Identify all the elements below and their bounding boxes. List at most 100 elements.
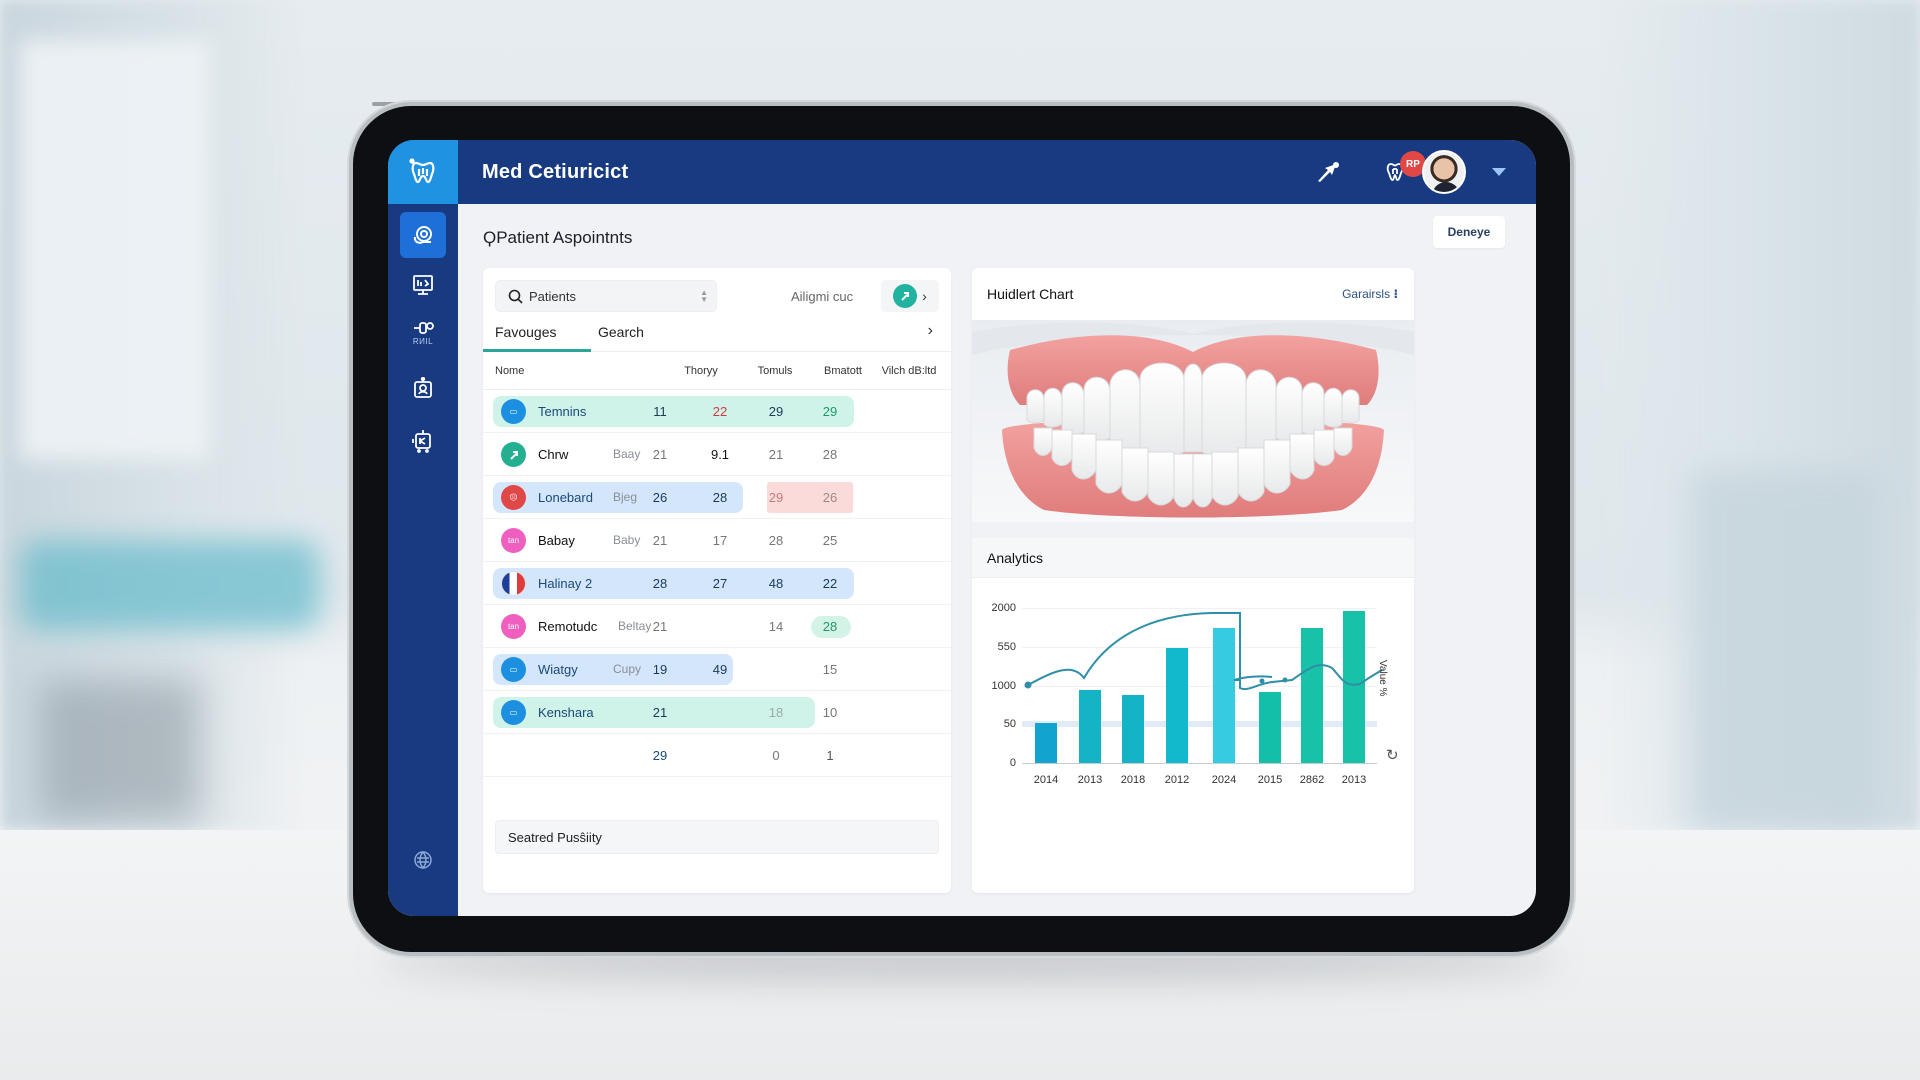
patient-name: Chrw — [538, 447, 569, 462]
bar[interactable] — [1122, 694, 1144, 763]
table-row[interactable]: ▭ Kenshara 21 18 10 — [483, 691, 951, 734]
patient-avatar-icon: ▭ — [501, 399, 526, 424]
chart-panel-header: Huidlert Chart Garairsls ⁝ — [972, 268, 1414, 320]
x-tick-label: 2024 — [1211, 774, 1237, 786]
sidebar-item-tools[interactable]: RИІL — [400, 304, 446, 360]
chevron-down-icon[interactable] — [1492, 168, 1506, 176]
cell-value: 19 — [652, 662, 668, 677]
cell-value: 29 — [652, 748, 668, 763]
patient-name: Remotudc — [538, 619, 598, 634]
patient-name: Babay — [538, 533, 575, 548]
table-row[interactable]: ▭ Wiatgy Cupy 19 49 15 — [483, 648, 951, 691]
cell-value: 26 — [822, 490, 838, 505]
seatred-input[interactable]: Seatred Pusŝiity — [495, 820, 939, 854]
tablet-volume-button — [372, 102, 412, 106]
cell-value: 29 — [822, 404, 838, 419]
patient-subtext: Bjeg — [613, 490, 638, 504]
background-window — [20, 40, 210, 460]
column-header-tomuls[interactable]: Tomuls — [757, 365, 793, 377]
sidebar: RИІL — [388, 204, 458, 916]
cell-value: 21 — [652, 533, 668, 548]
row-highlight — [493, 568, 854, 599]
tab-favouges[interactable]: Favouges — [495, 324, 557, 340]
cell-value: 27 — [712, 576, 728, 591]
cell-value: 22 — [712, 404, 728, 419]
y-tick-label: 2000 — [991, 602, 1016, 614]
x-tick-label: 2862 — [1299, 774, 1325, 786]
tooth-icon[interactable] — [1386, 162, 1404, 182]
appointment-icon — [411, 223, 435, 247]
patient-subtext: Baby — [613, 533, 641, 547]
table-row[interactable]: ☹ Lonebard Bjeg 26 28 29 26 — [483, 476, 951, 519]
background-teal-object — [20, 540, 320, 630]
y-tick-label: 50 — [1003, 718, 1016, 730]
sidebar-item-monitor[interactable] — [400, 262, 446, 308]
panel-divider — [972, 522, 1414, 538]
patient-avatar-icon: ☹ — [501, 485, 526, 510]
notification-badge[interactable]: RP — [1400, 151, 1426, 177]
patient-avatar-icon: tan — [501, 528, 526, 553]
page-title: ϘPatient Aspointnts — [483, 228, 633, 247]
x-axis — [1022, 763, 1377, 764]
patient-subtext: Cupy — [613, 662, 642, 676]
bar[interactable] — [1035, 722, 1057, 763]
table-row[interactable]: Chrw Baay 21 9.1 21 28 — [483, 433, 951, 476]
flag-icon — [501, 571, 526, 596]
cell-value: 15 — [822, 662, 838, 677]
refresh-icon[interactable]: ↻ — [1386, 747, 1399, 764]
sidebar-item-patients[interactable] — [400, 366, 446, 412]
bar[interactable] — [1343, 611, 1365, 763]
app-title: Med Cetiuricict — [482, 160, 629, 183]
cell-value: 48 — [768, 576, 784, 591]
patients-search-input[interactable]: Patients ▲ ▼ — [495, 280, 717, 312]
globe-icon[interactable] — [413, 850, 433, 870]
x-tick-label: 2018 — [1120, 774, 1146, 786]
column-header-bmatott[interactable]: Bmatott — [824, 365, 862, 377]
table-row[interactable]: tan Babay Baby 21 17 28 25 — [483, 519, 951, 562]
dental-tool-icon — [412, 319, 434, 335]
sidebar-item-appointments[interactable] — [400, 212, 446, 258]
bar[interactable] — [1166, 648, 1188, 763]
cell-value: 21 — [652, 619, 668, 634]
app-header: Med Cetiuricict RP — [388, 140, 1536, 204]
x-tick-label: 2015 — [1257, 774, 1283, 786]
table-row-totals: 29 0 1 — [483, 734, 951, 777]
cell-value: 28 — [652, 576, 668, 591]
bar[interactable] — [1259, 691, 1281, 763]
avatar[interactable] — [1422, 150, 1466, 194]
cell-value: 49 — [712, 662, 728, 677]
column-header-thoryy[interactable]: Thoryy — [684, 365, 718, 377]
column-header-name[interactable]: Nome — [495, 365, 525, 377]
cell-value: 28 — [768, 533, 784, 548]
background-right-object — [1690, 470, 1880, 830]
cell-value: 29 — [768, 490, 784, 505]
patient-subtext: Baay — [613, 447, 641, 461]
logo[interactable] — [388, 140, 458, 204]
x-tick-label: 2013 — [1077, 774, 1103, 786]
deneye-button[interactable]: Deneye — [1433, 216, 1505, 248]
patient-name: Temnins — [538, 404, 587, 419]
background-chair — [40, 680, 200, 820]
bar[interactable] — [1301, 628, 1323, 763]
send-icon[interactable] — [1316, 161, 1340, 183]
column-header-vilch[interactable]: Vilch dB:ltd — [881, 365, 937, 377]
table-row[interactable]: Halinay 2 28 27 48 22 — [483, 562, 951, 605]
arrow-icon — [893, 284, 918, 308]
bar[interactable] — [1079, 690, 1101, 763]
cell-value: 22 — [822, 576, 838, 591]
go-button[interactable]: › — [881, 280, 939, 312]
table-row[interactable]: tan Remotudc Beltay 21 14 28 — [483, 605, 951, 648]
app-screen: Med Cetiuricict RP — [388, 140, 1536, 916]
chevron-right-icon[interactable]: › — [927, 322, 933, 339]
patient-name: Halinay 2 — [538, 576, 593, 591]
tab-gearch[interactable]: Gearch — [598, 324, 644, 340]
cell-value: 26 — [652, 490, 668, 505]
select-stepper-icon[interactable]: ▲ ▼ — [700, 288, 708, 304]
sidebar-item-reports[interactable] — [400, 418, 446, 464]
bar[interactable] — [1213, 628, 1235, 763]
cell-value: 9.1 — [710, 447, 730, 462]
sidebar-item-label: RИІL — [412, 336, 434, 346]
patient-subtext: Beltay — [618, 619, 652, 633]
table-row[interactable]: ▭ Temnins 11 22 29 29 — [483, 390, 951, 433]
garairsls-menu[interactable]: Garairsls ⁝ — [1342, 287, 1398, 301]
